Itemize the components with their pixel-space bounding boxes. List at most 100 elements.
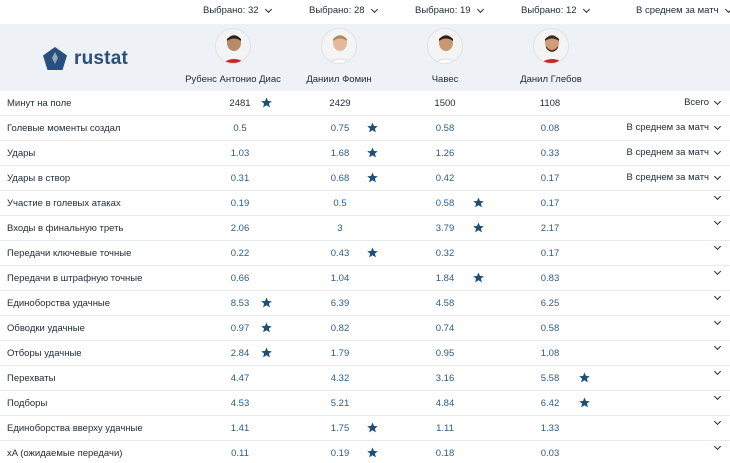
row-mode-selector[interactable] <box>709 192 722 201</box>
stat-value: 1.03 <box>230 148 250 159</box>
chevron-down-icon <box>713 392 722 401</box>
table-row: Единоборства вверху удачные 1.41 1.75 1.11 1… <box>0 416 730 441</box>
stat-value: 8.53 <box>230 298 250 309</box>
row-mode-selector[interactable] <box>709 242 722 251</box>
stat-value: 0.83 <box>540 273 560 284</box>
stat-value: 0.17 <box>540 173 560 184</box>
stat-value: 0.5 <box>233 123 247 134</box>
stat-value: 0.33 <box>540 148 560 159</box>
player-column-3[interactable]: Чавес <box>385 28 505 85</box>
player-column-1[interactable]: Рубенс Антонио Диас <box>173 28 293 85</box>
table-row: Перехваты 4.47 4.32 3.16 5.58 <box>0 366 730 391</box>
row-mode-selector[interactable] <box>709 292 722 301</box>
stat-value: 0.75 <box>330 123 350 134</box>
logo-text: rustat <box>74 48 128 69</box>
stat-value: 5.58 <box>540 373 560 384</box>
stat-value: 1500 <box>434 98 456 109</box>
player-avatar <box>533 28 569 64</box>
metric-label: Голевые моменты создал <box>7 123 121 134</box>
metric-label: Входы в финальную треть <box>7 223 124 234</box>
table-row: Участие в голевых атаках 0.19 0.5 0.58 0.17 <box>0 191 730 216</box>
stat-value: 1.11 <box>436 423 454 434</box>
row-mode-selector[interactable] <box>709 267 722 276</box>
player-column-2[interactable]: Даниил Фомин <box>279 28 399 85</box>
row-mode-selector[interactable] <box>709 367 722 376</box>
metric-label: Единоборства удачные <box>7 298 111 309</box>
stat-value: 4.84 <box>435 398 455 409</box>
player-avatar <box>427 28 463 64</box>
stat-value: 1.04 <box>330 273 350 284</box>
player-avatar <box>321 28 357 64</box>
player-2-selector[interactable]: Выбрано: 28 <box>309 5 378 16</box>
stat-value: 0.42 <box>435 173 455 184</box>
stat-value: 1.79 <box>330 348 350 359</box>
best-value-star-icon <box>367 122 378 133</box>
global-mode-selector[interactable]: В среднем за матч <box>636 5 730 16</box>
row-mode-selector[interactable] <box>709 442 722 451</box>
row-mode-selector[interactable] <box>709 317 722 326</box>
chevron-down-icon <box>713 442 722 451</box>
row-mode-selector[interactable]: В среднем за матч <box>626 147 722 158</box>
stat-value: 0.5 <box>333 198 347 209</box>
table-row: Подборы 4.53 5.21 4.84 6.42 <box>0 391 730 416</box>
row-mode-selector[interactable]: Всего <box>684 97 722 108</box>
chevron-down-icon <box>713 122 722 130</box>
player-column-4[interactable]: Данил Глебов <box>491 28 611 85</box>
player-3-selector[interactable]: Выбрано: 19 <box>415 5 484 16</box>
row-mode-selector[interactable] <box>709 417 722 426</box>
row-mode-selector[interactable]: В среднем за матч <box>626 172 722 183</box>
rustat-logo[interactable]: rustat <box>42 46 128 72</box>
stat-value: 2.17 <box>540 223 560 234</box>
stat-value: 1.08 <box>540 348 560 359</box>
best-value-star-icon <box>473 222 484 233</box>
metric-label: Удары в створ <box>7 173 71 184</box>
metric-label: Участие в голевых атаках <box>7 198 121 209</box>
stat-value: 3.16 <box>435 373 455 384</box>
chevron-down-icon <box>713 417 722 426</box>
table-row: Обводки удачные 0.97 0.82 0.74 0.58 <box>0 316 730 341</box>
best-value-star-icon <box>367 172 378 183</box>
selector-label: Выбрано: 12 <box>521 5 577 16</box>
row-mode-selector[interactable] <box>709 342 722 351</box>
stat-value: 0.82 <box>330 323 350 334</box>
best-value-star-icon <box>261 97 272 108</box>
chevron-down-icon <box>713 367 722 376</box>
metric-label: Отборы удачные <box>7 348 82 359</box>
player-4-selector[interactable]: Выбрано: 12 <box>521 5 590 16</box>
stat-value: 0.11 <box>231 448 249 459</box>
stat-value: 1.26 <box>435 148 455 159</box>
best-value-star-icon <box>261 347 272 358</box>
row-mode-selector[interactable]: В среднем за матч <box>626 122 722 133</box>
metric-label: Передачи ключевые точные <box>7 248 132 259</box>
row-mode-selector[interactable] <box>709 392 722 401</box>
selector-label: Выбрано: 19 <box>415 5 471 16</box>
player-name: Чавес <box>431 74 459 85</box>
best-value-star-icon <box>367 447 378 458</box>
chevron-down-icon <box>713 217 722 226</box>
stat-value: 4.47 <box>230 373 250 384</box>
stat-value: 0.17 <box>540 198 560 209</box>
chevron-down-icon <box>713 242 722 251</box>
stat-value: 2.84 <box>230 348 250 359</box>
stat-value: 0.32 <box>435 248 455 259</box>
row-mode-label: В среднем за матч <box>626 172 709 183</box>
row-mode-selector[interactable] <box>709 217 722 226</box>
players-header: rustat Рубенс Антонио Диас Даниил Фомин … <box>0 24 730 91</box>
table-row: Удары в створ 0.31 0.68 0.42 0.17 В среднем з… <box>0 166 730 191</box>
player-name: Рубенс Антонио Диас <box>185 74 281 85</box>
stat-value: 0.95 <box>435 348 455 359</box>
stat-value: 1108 <box>539 98 561 109</box>
best-value-star-icon <box>367 247 378 258</box>
stat-value: 2.06 <box>230 223 250 234</box>
player-1-selector[interactable]: Выбрано: 32 <box>203 5 272 16</box>
stat-value: 4.53 <box>230 398 250 409</box>
stat-value: 0.58 <box>435 123 455 134</box>
stat-value: 6.42 <box>540 398 560 409</box>
stat-value: 0.66 <box>230 273 250 284</box>
metric-label: Подборы <box>7 398 48 409</box>
column-selectors-bar: Выбрано: 32 Выбрано: 28 Выбрано: 19 Выбр… <box>0 0 730 24</box>
table-row: Минут на поле 2481 2429 1500 1108 Всего <box>0 91 730 116</box>
chevron-down-icon <box>724 5 730 13</box>
chevron-down-icon <box>582 5 590 13</box>
metric-label: Обводки удачные <box>7 323 85 334</box>
